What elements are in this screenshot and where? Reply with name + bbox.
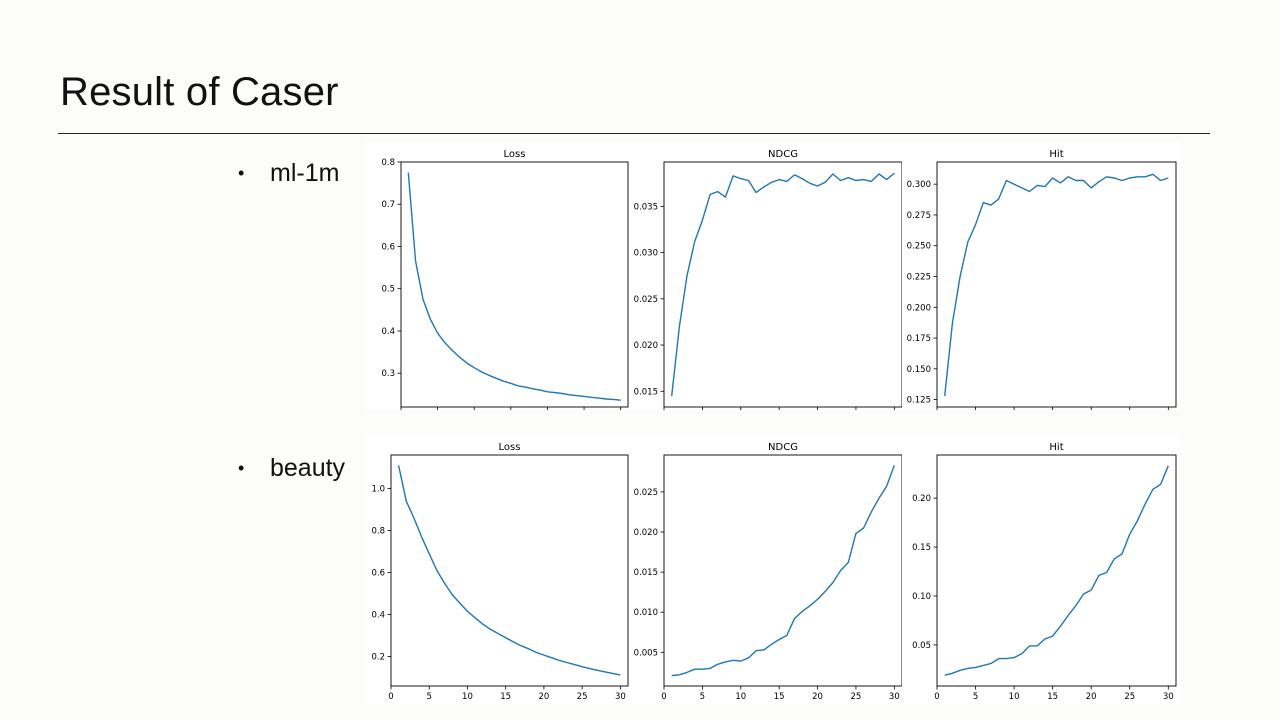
y-tick-label: 0.015 — [634, 387, 658, 397]
y-tick-label: 0.8 — [381, 158, 395, 168]
y-tick-label: 0.030 — [634, 249, 658, 259]
x-tick-label: 25 — [851, 692, 862, 702]
y-tick-label: 0.4 — [371, 611, 385, 621]
plot-frame — [936, 454, 1177, 687]
bullet-dot: • — [238, 457, 245, 478]
y-tick-label: 0.150 — [907, 365, 931, 375]
bullet-ml-1m: • ml-1m — [238, 158, 339, 188]
chart-svg: Hit0510152025300.1250.1500.1750.2000.225… — [907, 149, 1177, 410]
y-tick-label: 0.7 — [381, 200, 395, 210]
x-tick-label: 10 — [1009, 692, 1020, 702]
y-tick-label: 0.025 — [634, 295, 658, 305]
title-divider — [58, 133, 1210, 134]
x-tick-label: 30 — [889, 692, 900, 702]
y-tick-label: 0.2 — [371, 653, 385, 663]
x-tick-label: 25 — [1124, 692, 1135, 702]
series-line — [397, 465, 621, 676]
bullet-dot: • — [238, 162, 245, 183]
chart-svg: Loss 0 5 10 15 20 25 30 0.2 0.4 0.6 0.8 1.0 — [371, 442, 629, 702]
y-tick-label: 0.275 — [907, 211, 931, 221]
x-tick-label: 30 — [615, 692, 626, 702]
y-tick-label: 0.015 — [634, 568, 658, 578]
y-tick-label: 0.020 — [634, 341, 658, 351]
x-tick-label: 5 — [973, 692, 978, 702]
y-tick-label: 0.125 — [907, 396, 931, 406]
x-tick-label: 10 — [735, 692, 746, 702]
x-tick-label: 20 — [1086, 692, 1097, 702]
y-tick-label: 1.0 — [371, 485, 385, 495]
chart-ml1m-ndcg: NDCG0510152025300.0150.0200.0250.0300.03… — [629, 142, 905, 410]
x-tick-label: 25 — [577, 692, 588, 702]
x-tick-label: 20 — [812, 692, 823, 702]
chart-title: NDCG — [768, 149, 798, 160]
x-tick-label: 0 — [661, 692, 666, 702]
x-tick-label: 15 — [1047, 692, 1058, 702]
series-line — [671, 172, 895, 396]
plot-frame — [390, 454, 629, 687]
y-tick-label: 0.010 — [634, 608, 658, 618]
x-tick-label: 20 — [538, 692, 549, 702]
series-line — [671, 465, 895, 677]
x-tick-label: 5 — [700, 692, 705, 702]
bullet-label: ml-1m — [270, 158, 340, 187]
y-tick-label: 0.05 — [912, 641, 931, 651]
y-tick-label: 0.15 — [912, 543, 931, 553]
y-tick-label: 0.020 — [634, 528, 658, 538]
plot-frame — [663, 454, 903, 687]
chart-title: Hit — [1049, 442, 1063, 453]
x-tick-label: 0 — [934, 692, 939, 702]
chart-title: Hit — [1049, 149, 1063, 160]
chart-title: Loss — [499, 442, 521, 453]
y-tick-label: 0.175 — [907, 334, 931, 344]
y-tick-label: 0.025 — [634, 488, 658, 498]
y-tick-label: 0.10 — [912, 592, 931, 602]
chart-svg: NDCG0510152025300.0150.0200.0250.0300.03… — [634, 149, 903, 410]
series-line — [944, 173, 1169, 396]
x-tick-label: 15 — [774, 692, 785, 702]
y-tick-label: 0.5 — [381, 285, 395, 295]
chart-beauty-loss: Loss 0 5 10 15 20 25 30 0.2 0.4 0.6 0.8 1.0 — [365, 436, 635, 704]
y-tick-label: 0.8 — [371, 527, 385, 537]
chart-svg: Hit 0 5 10 15 20 25 30 0.05 0.10 0.15 0.20 — [912, 442, 1177, 702]
y-tick-label: 0.3 — [381, 369, 395, 379]
chart-title: NDCG — [768, 442, 798, 453]
y-tick-label: 0.250 — [907, 242, 931, 252]
bullet-beauty: • beauty — [238, 453, 345, 483]
y-tick-label: 0.20 — [912, 494, 931, 504]
y-tick-label: 0.225 — [907, 272, 931, 282]
y-tick-label: 0.035 — [634, 202, 658, 212]
series-line — [944, 465, 1169, 676]
chart-title: Loss — [504, 149, 526, 160]
slide-title: Result of Caser — [60, 70, 339, 114]
y-tick-label: 0.005 — [634, 648, 658, 658]
plot-frame — [663, 161, 903, 408]
x-tick-label: 10 — [462, 692, 473, 702]
chart-beauty-hit: Hit 0 5 10 15 20 25 30 0.05 0.10 0.15 0.20 — [902, 436, 1180, 704]
x-tick-label: 15 — [500, 692, 511, 702]
chart-beauty-ndcg: NDCG 0 5 10 15 20 25 30 0.005 0.010 0.015 0.020 0.02… — [629, 436, 905, 704]
y-tick-label: 0.6 — [371, 569, 385, 579]
chart-ml1m-hit: Hit0510152025300.1250.1500.1750.2000.225… — [902, 142, 1180, 410]
plot-frame — [400, 161, 629, 408]
y-tick-label: 0.300 — [907, 180, 931, 190]
x-tick-label: 30 — [1163, 692, 1174, 702]
y-tick-label: 0.6 — [381, 242, 395, 252]
bullet-label: beauty — [270, 453, 346, 482]
series-line — [407, 172, 621, 401]
x-tick-label: 5 — [427, 692, 432, 702]
x-tick-label: 0 — [388, 692, 393, 702]
chart-svg: NDCG 0 5 10 15 20 25 30 0.005 0.010 0.015 0.020 0.02… — [634, 442, 903, 702]
y-tick-label: 0.4 — [381, 327, 395, 337]
y-tick-label: 0.200 — [907, 303, 931, 313]
plot-frame — [936, 161, 1177, 408]
